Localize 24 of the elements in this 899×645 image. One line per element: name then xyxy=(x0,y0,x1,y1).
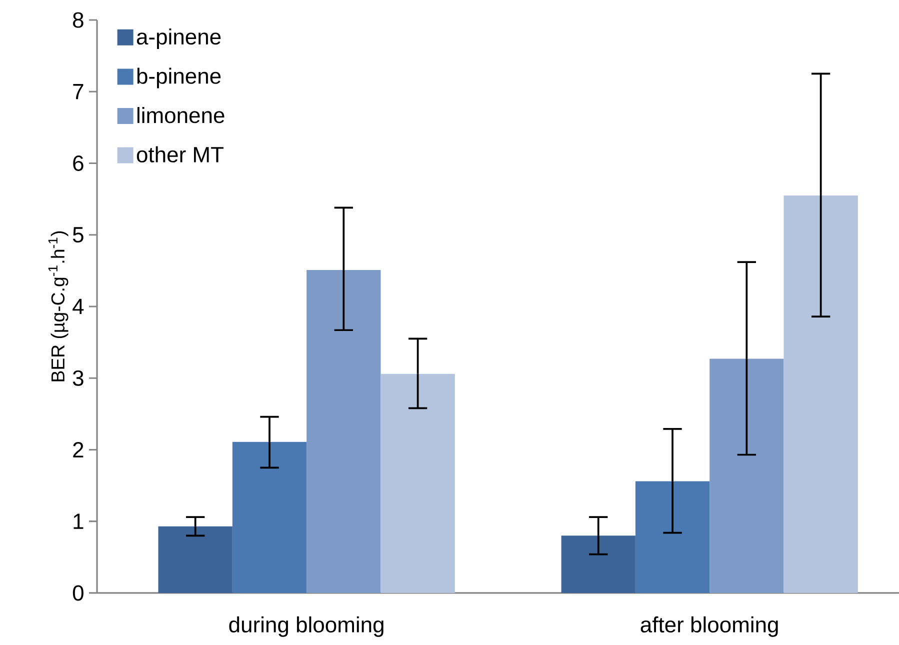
bar xyxy=(561,536,636,593)
bar xyxy=(306,270,381,593)
bar xyxy=(380,374,455,593)
y-tick-label: 4 xyxy=(72,298,84,314)
x-tick-label: during blooming xyxy=(229,616,384,637)
bar xyxy=(232,442,307,593)
y-tick-label: 0 xyxy=(72,585,84,601)
bar xyxy=(158,526,232,593)
y-tick-label: 6 xyxy=(73,155,84,172)
y-tick-label: 7 xyxy=(73,84,84,100)
y-tick-label: 8 xyxy=(73,12,84,28)
bar xyxy=(710,358,784,593)
x-tick-label: after blooming xyxy=(640,616,778,637)
y-tick-label: 3 xyxy=(72,370,84,386)
bar xyxy=(784,195,858,593)
y-tick-label: 5 xyxy=(72,227,84,243)
legend-label: b-pinene xyxy=(137,68,221,88)
bar xyxy=(635,481,710,593)
y-tick-label: 2 xyxy=(73,442,84,458)
legend-label: other MT xyxy=(136,146,224,162)
y-axis-title: BER (µg-C.g$^{-1}$.h$^{-1}$) xyxy=(48,231,68,382)
legend-label: limonene xyxy=(137,107,224,124)
legend-label: a-pinene xyxy=(136,28,221,49)
y-tick-label: 1 xyxy=(74,514,84,529)
